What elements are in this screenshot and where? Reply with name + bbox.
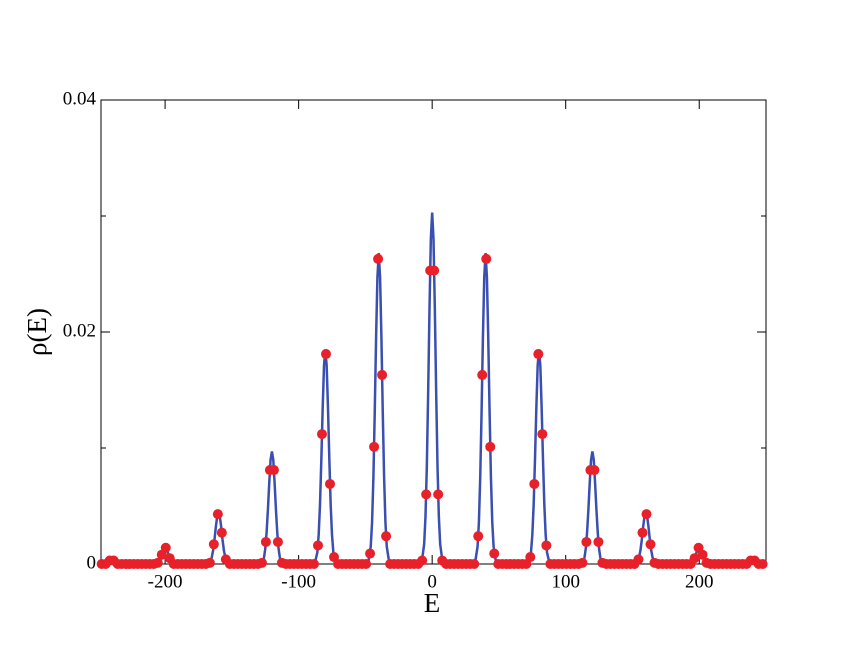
data-point	[361, 559, 372, 569]
data-point	[537, 429, 548, 440]
data-point	[433, 489, 444, 500]
data-point	[373, 253, 384, 264]
data-point	[697, 549, 708, 560]
data-point	[525, 552, 536, 563]
data-point	[633, 554, 644, 565]
data-point	[316, 429, 327, 440]
data-point	[216, 527, 227, 538]
data-point	[260, 536, 271, 547]
density-line	[101, 212, 766, 566]
data-point	[377, 369, 388, 380]
data-point	[485, 441, 496, 452]
data-point	[489, 548, 500, 559]
data-point	[577, 557, 588, 568]
data-point	[369, 441, 380, 452]
data-point	[689, 553, 700, 564]
data-point	[541, 540, 552, 551]
x-tick-label: 100	[551, 571, 580, 592]
data-point	[481, 253, 492, 264]
data-point	[421, 489, 432, 500]
data-point	[312, 540, 323, 551]
y-tick-label: 0.02	[63, 320, 96, 341]
x-tick-label: -100	[281, 571, 316, 592]
data-point	[469, 559, 480, 569]
y-tick-label: 0	[87, 552, 97, 573]
data-point	[417, 555, 428, 566]
x-axis-label: E	[424, 588, 441, 618]
data-point	[637, 527, 648, 538]
data-point	[581, 536, 592, 547]
data-point	[152, 557, 163, 568]
data-point	[429, 265, 440, 276]
data-point	[473, 531, 484, 542]
data-point	[308, 559, 319, 569]
x-tick-label: -200	[148, 571, 183, 592]
data-point	[325, 478, 336, 489]
y-axis-label: ρ(E)	[22, 308, 52, 356]
data-point	[477, 369, 488, 380]
data-point	[593, 536, 604, 547]
data-point	[641, 509, 652, 520]
data-point	[204, 557, 215, 568]
data-point	[321, 349, 332, 360]
data-point	[645, 539, 656, 550]
data-point	[381, 531, 392, 542]
data-point	[365, 548, 376, 559]
data-point	[256, 557, 267, 568]
data-point	[160, 542, 171, 553]
data-point	[757, 559, 768, 569]
data-point	[212, 509, 223, 520]
data-point	[268, 465, 279, 476]
x-tick-label: 200	[685, 571, 714, 592]
data-point	[589, 465, 600, 476]
y-tick-label: 0.04	[63, 88, 97, 109]
data-point	[533, 349, 544, 360]
x-tick-label: 0	[427, 571, 437, 592]
data-point	[272, 536, 283, 547]
data-point	[529, 478, 540, 489]
data-point	[208, 539, 219, 550]
